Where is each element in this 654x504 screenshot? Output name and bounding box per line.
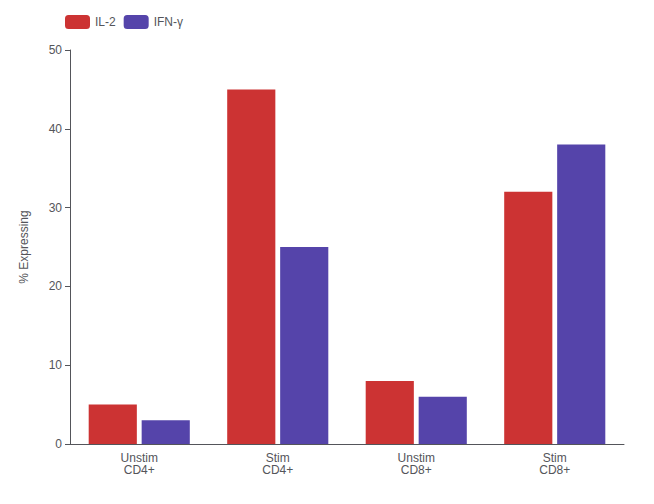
svg-text:CD8+: CD8+ xyxy=(401,463,432,477)
svg-text:10: 10 xyxy=(49,358,63,372)
svg-text:Unstim: Unstim xyxy=(120,451,158,465)
svg-text:% Expressing: % Expressing xyxy=(17,210,31,283)
svg-text:IFN-γ: IFN-γ xyxy=(154,15,183,29)
svg-text:Unstim: Unstim xyxy=(397,451,435,465)
svg-text:IL-2: IL-2 xyxy=(95,15,116,29)
svg-text:0: 0 xyxy=(55,437,62,451)
svg-text:Stim: Stim xyxy=(265,451,290,465)
svg-text:50: 50 xyxy=(49,43,63,57)
svg-text:20: 20 xyxy=(49,279,63,293)
svg-text:30: 30 xyxy=(49,201,63,215)
svg-text:CD4+: CD4+ xyxy=(124,463,155,477)
svg-text:CD4+: CD4+ xyxy=(262,463,293,477)
svg-text:CD8+: CD8+ xyxy=(539,463,570,477)
svg-text:40: 40 xyxy=(49,122,63,136)
svg-text:Stim: Stim xyxy=(542,451,567,465)
